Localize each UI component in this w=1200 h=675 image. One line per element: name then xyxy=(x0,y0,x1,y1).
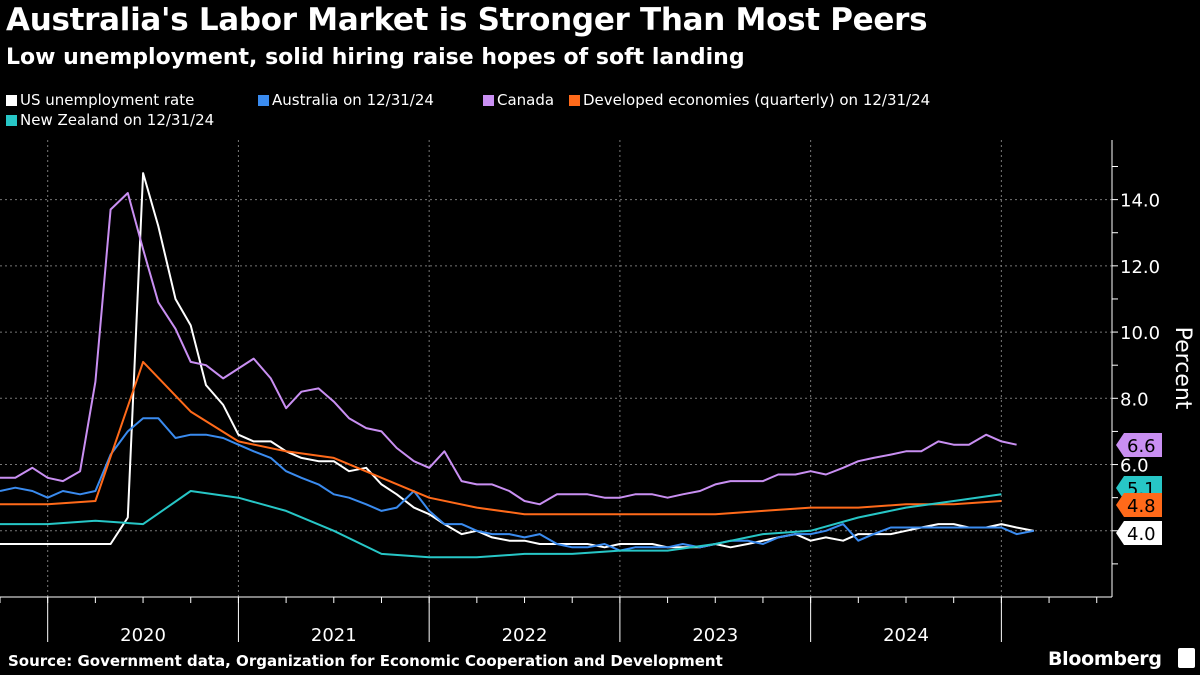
y-axis-title: Percent xyxy=(1170,327,1195,410)
end-label-flag xyxy=(1116,493,1162,517)
end-label-flag xyxy=(1116,433,1162,457)
y-tick-label: 14.0 xyxy=(1120,191,1160,212)
end-label-value: 6.6 xyxy=(1127,436,1156,457)
chart-subtitle: Low unemployment, solid hiring raise hop… xyxy=(6,45,745,70)
series-line-4 xyxy=(0,490,1002,559)
bloomberg-mark-icon xyxy=(1178,648,1195,668)
legend-swatch-us xyxy=(6,94,17,106)
grid-layer xyxy=(0,140,1112,597)
source-note: Source: Government data, Organization fo… xyxy=(8,652,723,670)
series-line-3 xyxy=(0,360,1002,516)
series-layer xyxy=(0,172,1034,559)
legend-item-new-zealand: New Zealand on 12/31/24 xyxy=(6,111,214,129)
y-tick-label: 8.0 xyxy=(1120,389,1149,410)
legend-item-developed: Developed economies (quarterly) on 12/31… xyxy=(569,91,930,109)
end-label-2: 6.6 xyxy=(1116,433,1162,457)
y-tick-label: 6.0 xyxy=(1120,456,1149,477)
legend-item-canada: Canada xyxy=(483,91,554,109)
x-tick-label: 2021 xyxy=(311,625,357,646)
end-label-value: 4.8 xyxy=(1127,496,1156,517)
legend-label-canada: Canada xyxy=(497,91,555,109)
end-label-value: 4.0 xyxy=(1127,524,1156,545)
legend-swatch-australia xyxy=(258,94,269,106)
end-label-layer: 5.14.86.64.0 xyxy=(1116,433,1162,545)
series-line-1 xyxy=(0,417,1034,552)
legend-label-developed: Developed economies (quarterly) on 12/31… xyxy=(583,91,931,109)
end-label-0: 4.0 xyxy=(1116,521,1162,545)
x-tick-label: 2024 xyxy=(883,625,929,646)
legend-swatch-canada xyxy=(483,94,494,106)
legend-label-australia: Australia on 12/31/24 xyxy=(272,91,434,109)
end-label-flag xyxy=(1116,521,1162,545)
legend-item-us: US unemployment rate xyxy=(6,91,194,109)
chart-title: Australia's Labor Market is Stronger Tha… xyxy=(6,2,928,38)
x-tick-label: 2022 xyxy=(502,625,548,646)
legend-swatch-new-zealand xyxy=(6,114,17,126)
y-tick-label: 12.0 xyxy=(1120,257,1160,278)
legend-item-australia: Australia on 12/31/24 xyxy=(258,91,434,109)
end-label-3: 4.8 xyxy=(1116,493,1162,517)
x-tick-label: 2020 xyxy=(120,625,166,646)
legend-label-new-zealand: New Zealand on 12/31/24 xyxy=(20,111,215,129)
x-tick-label: 2023 xyxy=(692,625,738,646)
y-tick-label: 10.0 xyxy=(1120,323,1160,344)
series-line-0 xyxy=(0,172,1034,549)
series-line-2 xyxy=(0,192,1017,506)
brand-logo: Bloomberg xyxy=(1048,648,1162,670)
legend-label-us: US unemployment rate xyxy=(20,91,195,109)
axis-layer: 14.0 12.0 10.0 8.0 6.0 Percent 2020 2021 2022 202… xyxy=(0,140,1195,646)
legend-swatch-developed xyxy=(569,94,580,106)
